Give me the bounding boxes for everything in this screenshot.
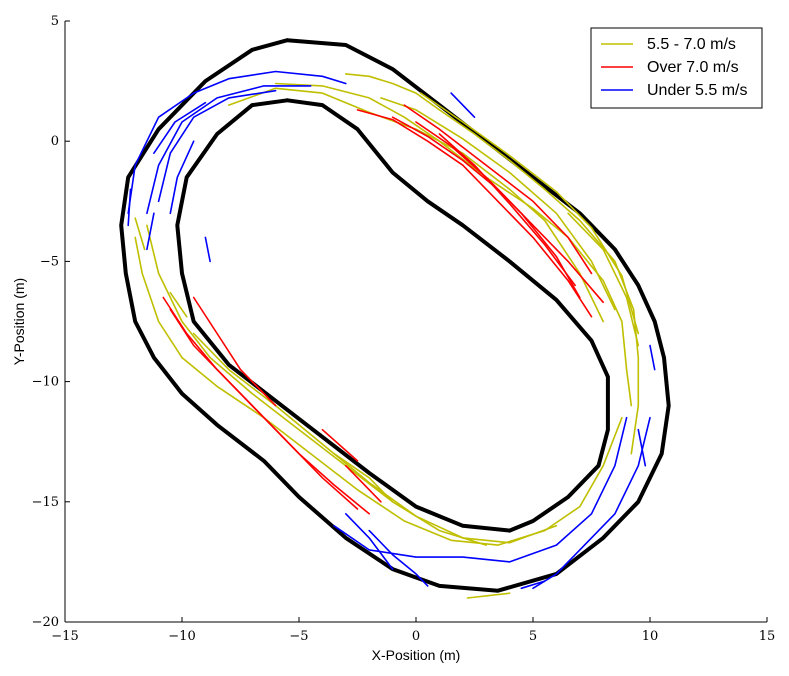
trajectory-segment: [333, 416, 628, 563]
trajectory-segment: [204, 236, 211, 263]
trajectory-segment: [344, 464, 382, 503]
trajectory-segment: [169, 140, 195, 215]
series-2: [127, 70, 656, 590]
legend-box: [590, 27, 763, 109]
trajectory-segment: [134, 236, 623, 546]
x-tick-label: −15: [51, 629, 78, 644]
trajectory-segment: [356, 109, 593, 318]
trajectory-segment: [192, 296, 277, 407]
x-axis-ticks: −15 −10 −5 0 5 10 15: [51, 617, 775, 644]
trajectory-segment: [450, 92, 476, 118]
x-tick-label: −5: [289, 629, 308, 644]
trajectory-segment: [368, 529, 429, 587]
trajectory-segment: [169, 308, 371, 515]
trajectory-segment: [169, 291, 188, 318]
trajectory-segment: [192, 332, 558, 544]
x-tick-label: −10: [168, 629, 195, 644]
x-tick-label: 0: [412, 629, 420, 644]
trajectory-segment: [153, 101, 207, 154]
y-tick-label: 5: [51, 14, 59, 29]
y-tick-label: −20: [32, 615, 59, 630]
trajectory-segment: [520, 580, 546, 590]
legend-label: 5.5 - 7.0 m/s: [647, 36, 736, 53]
trajectory-segment: [333, 452, 394, 503]
track-outer-boundary: [119, 38, 671, 593]
trajectory-segment: [274, 82, 633, 407]
legend: 5.5 - 7.0 m/s Over 7.0 m/s Under 5.5 m/s: [590, 27, 763, 109]
trajectory-segment: [438, 133, 576, 287]
trajectory-segment: [567, 212, 640, 347]
trajectory-segment: [415, 121, 581, 299]
trajectory-segment: [146, 85, 312, 215]
trajectory-series: [127, 70, 656, 599]
trajectory-segment: [380, 97, 616, 311]
x-tick-label: 10: [642, 629, 659, 644]
trajectory-segment: [344, 73, 640, 455]
x-axis-label: X-Position (m): [372, 647, 461, 663]
trajectory-segment: [146, 212, 155, 251]
trajectory-segment: [127, 70, 347, 215]
y-tick-label: −15: [32, 495, 59, 510]
legend-label: Under 5.5 m/s: [647, 82, 747, 99]
trajectory-segment: [228, 87, 605, 323]
series-0: [134, 73, 640, 599]
trajectory-segment: [344, 512, 394, 570]
trajectory-segment: [419, 92, 640, 335]
y-axis-label: Y-Position (m): [11, 278, 27, 365]
track-boundaries: [119, 38, 671, 593]
trajectory-segment: [403, 104, 593, 275]
trajectory-segment: [391, 116, 605, 304]
x-tick-label: 5: [529, 629, 537, 644]
track-inner-boundary: [175, 98, 610, 533]
trajectory-segment: [134, 217, 146, 251]
trajectory-segment: [532, 416, 651, 590]
trajectory-segment: [637, 428, 647, 467]
y-tick-label: −5: [40, 254, 59, 269]
trajectory-segment: [157, 89, 277, 203]
x-tick-label: 15: [759, 629, 776, 644]
legend-label: Over 7.0 m/s: [647, 59, 739, 76]
axes: [64, 21, 767, 623]
series-1: [162, 104, 605, 515]
y-tick-label: 0: [51, 134, 59, 149]
trajectory-segment: [466, 592, 511, 599]
trajectory-segment: [321, 428, 359, 462]
trajectory-segment: [146, 224, 488, 546]
y-tick-label: −10: [32, 375, 59, 390]
trajectory-segment: [649, 344, 656, 371]
y-axis-ticks: 5 0 −5 −10 −15 −20: [32, 14, 70, 630]
trajectory-segment: [127, 188, 132, 227]
